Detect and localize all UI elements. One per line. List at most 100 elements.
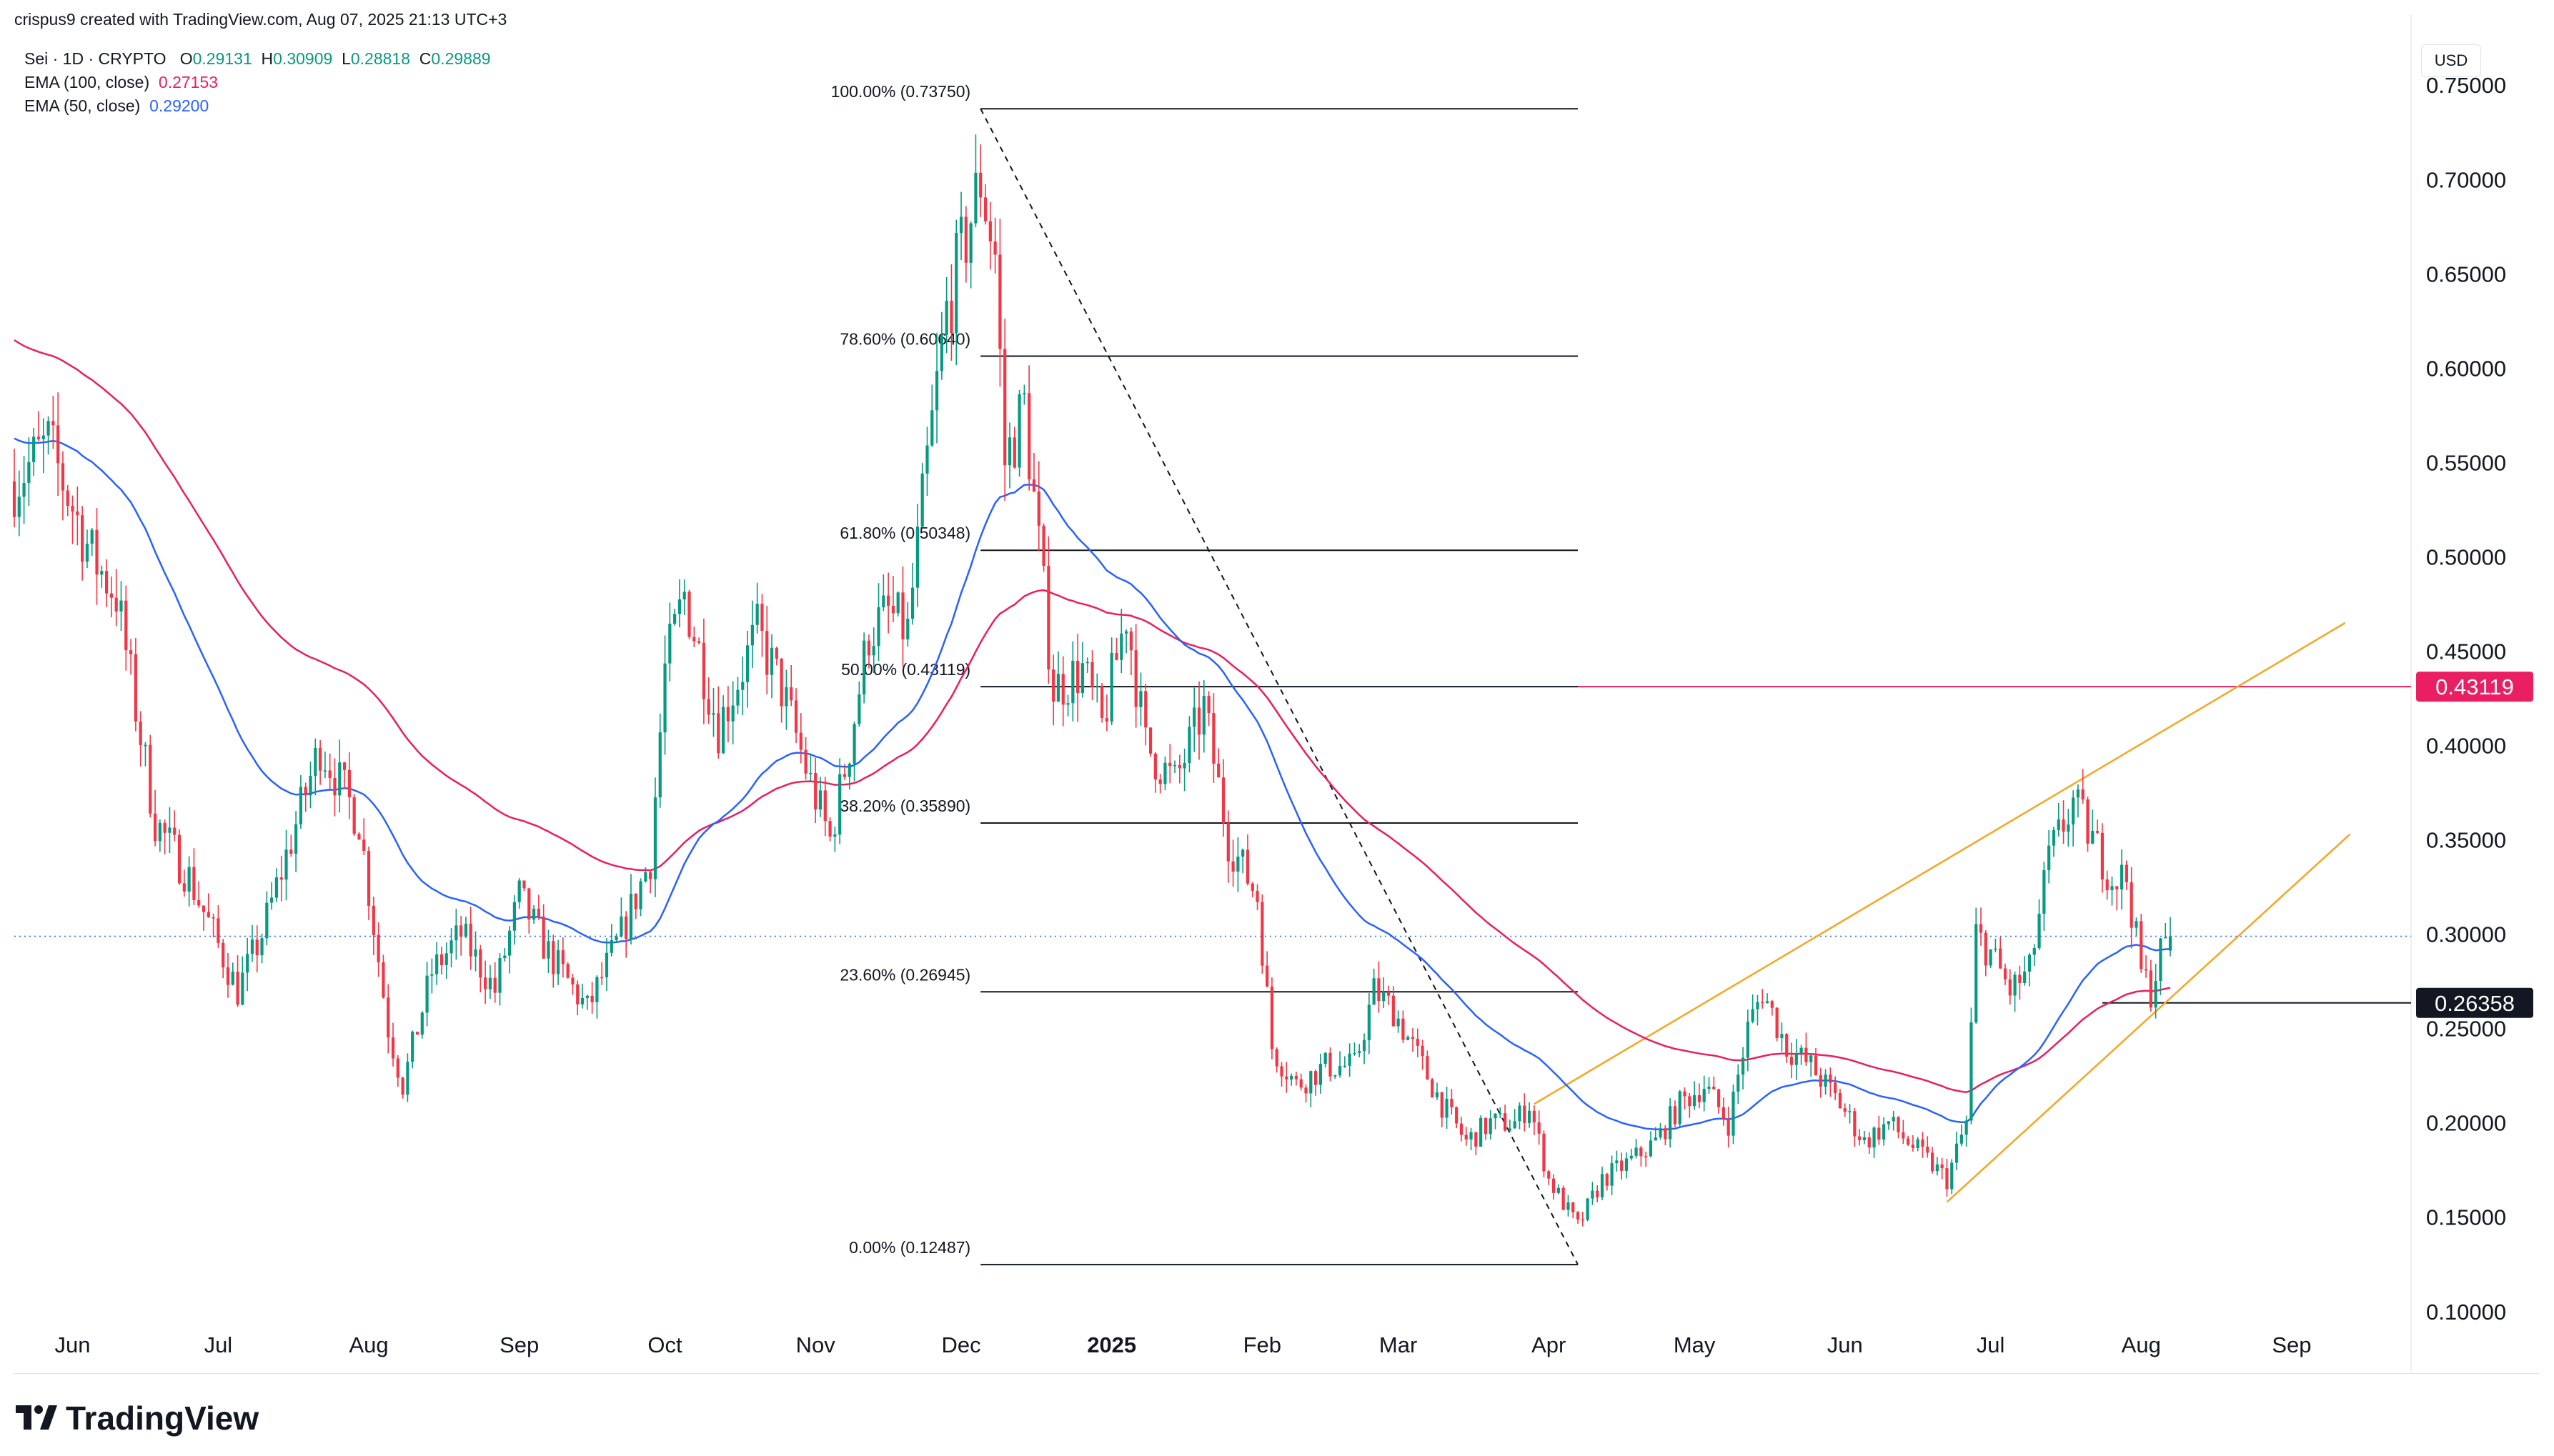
candle-body (1474, 1132, 1478, 1147)
candle-body (484, 977, 487, 989)
candle-body (396, 1058, 399, 1078)
candle-body (314, 747, 317, 776)
candle-body (1459, 1123, 1464, 1135)
candle-body (1139, 691, 1143, 707)
candle-body (1945, 1168, 1949, 1190)
candle-body (1596, 1190, 1599, 1197)
candle-body (629, 893, 633, 939)
candle-body (1824, 1074, 1827, 1087)
candle-body (1950, 1162, 1954, 1190)
candle-body (625, 916, 628, 939)
candle-body (81, 515, 84, 562)
candle-body (1042, 525, 1045, 566)
candle-body (435, 954, 439, 974)
candle-body (755, 604, 759, 625)
tradingview-logo[interactable]: TradingView (16, 1399, 259, 1437)
candle-body (304, 787, 307, 796)
candle-body (644, 872, 647, 882)
candle-body (1669, 1106, 1672, 1140)
candle-body (1328, 1052, 1332, 1077)
candle-body (342, 762, 347, 770)
candle-body (1761, 1002, 1764, 1004)
candle-body (717, 713, 720, 754)
candle-body (1940, 1164, 1944, 1169)
candle-body (2067, 824, 2070, 832)
symbol-label[interactable]: Sei · 1D · CRYPTO (24, 49, 167, 68)
candle-body (1090, 662, 1094, 688)
candle-body (1926, 1147, 1929, 1153)
legend-ema100-row[interactable]: EMA (100, close) 0.27153 (24, 71, 491, 94)
candle-body (391, 1037, 395, 1059)
y-tick-label: 0.55000 (2426, 450, 2506, 475)
candle-body (780, 658, 783, 707)
candle-body (1338, 1066, 1342, 1076)
candle-body (794, 700, 798, 733)
candle-body (1721, 1107, 1725, 1120)
candle-body (745, 645, 750, 682)
legend-ema50-row[interactable]: EMA (50, close) 0.29200 (24, 94, 491, 118)
candle-body (250, 939, 254, 954)
candle-body (552, 941, 555, 974)
candle-body (828, 821, 832, 837)
candle-body (1867, 1137, 1871, 1148)
candle-body (634, 893, 637, 909)
ema50-label: EMA (50, close) (24, 96, 141, 115)
candle-body (566, 964, 570, 978)
candle-body (1571, 1202, 1575, 1212)
currency-button[interactable]: USD (2421, 44, 2481, 77)
candle-body (867, 640, 871, 656)
candle-body (863, 640, 866, 694)
x-tick-label: Sep (500, 1332, 539, 1357)
candle-body (1527, 1110, 1531, 1123)
ema50-value: 0.29200 (149, 96, 209, 115)
candle-body (814, 773, 818, 810)
candle-body (853, 724, 856, 764)
candle-body (507, 930, 512, 956)
y-tick-label: 0.35000 (2426, 828, 2506, 853)
candle-body (1921, 1139, 1924, 1147)
candle-body (498, 958, 502, 993)
candle-body (449, 940, 453, 954)
candle-body (2018, 974, 2022, 983)
candle-body (279, 877, 283, 880)
candle-body (149, 744, 152, 814)
candle-body (217, 918, 220, 943)
candle-body (1120, 633, 1123, 660)
x-tick-label: Jul (204, 1332, 233, 1357)
candle-body (274, 877, 279, 898)
candle-body (1649, 1140, 1653, 1157)
candle-body (1372, 978, 1376, 1005)
candle-body (658, 732, 662, 798)
candle-body (2130, 882, 2133, 928)
candle-body (1183, 762, 1186, 769)
ema50-line (14, 437, 2171, 1131)
candle-body (177, 834, 182, 884)
ema100-value: 0.27153 (158, 73, 219, 91)
candle-body (858, 694, 861, 724)
candle-body (1431, 1079, 1434, 1097)
candle-body (134, 654, 137, 722)
y-tick-label: 0.10000 (2426, 1300, 2506, 1325)
candle-body (920, 473, 924, 527)
candle-body (1629, 1155, 1633, 1159)
candle-body (309, 775, 312, 796)
candle-body (2042, 870, 2046, 914)
candle-body (610, 940, 613, 953)
candle-body (1348, 1053, 1351, 1066)
candle-body (527, 888, 531, 920)
candle-body (1644, 1156, 1648, 1157)
candle-body (833, 834, 837, 837)
candle-body (891, 605, 895, 614)
candle-body (1843, 1108, 1847, 1112)
candle-body (1489, 1118, 1492, 1135)
candle-body (522, 880, 526, 889)
candle-body (1678, 1091, 1681, 1125)
candle-body (1168, 762, 1172, 767)
candle-body (246, 954, 249, 973)
candle-body (1391, 995, 1395, 1027)
candle-body (153, 813, 157, 842)
ohlc-low-label: L (342, 49, 351, 68)
candle-body (1999, 948, 2002, 969)
y-tick-label: 0.50000 (2426, 544, 2506, 569)
